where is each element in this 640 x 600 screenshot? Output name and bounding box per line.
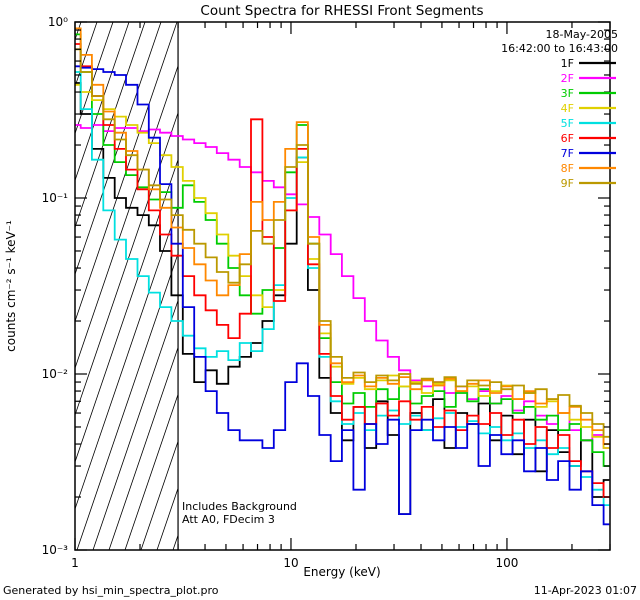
obs-date: 18-May-2005 [546,28,618,41]
legend-label-4F: 4F [561,102,574,115]
legend-label-1F: 1F [561,57,574,70]
spectra-series [75,27,610,526]
x-axis-label: Energy (keV) [303,565,380,579]
series-6F-line [75,43,610,498]
legend-label-9F: 9F [561,177,574,190]
legend-label-6F: 6F [561,132,574,145]
y-tick-label: 10⁻³ [42,543,69,557]
footer-timestamp: 11-Apr-2023 01:07 [534,584,637,597]
obs-time-range: 16:42:00 to 16:43:00 [501,42,618,55]
annotation-att-fdecim: Att A0, FDecim 3 [182,513,275,526]
plot-frame [74,21,611,551]
y-tick-label: 10⁻¹ [42,191,69,205]
y-tick-label: 10⁻² [42,367,69,381]
series-7F-line [75,65,610,526]
attenuated-region-hatch [75,22,179,550]
x-tick-label: 10 [283,556,298,570]
legend-label-5F: 5F [561,117,574,130]
x-tick-label: 1 [71,556,79,570]
legend-label-3F: 3F [561,87,574,100]
series-8F-line [75,27,610,445]
y-axis-label: counts cm⁻² s⁻¹ keV⁻¹ [4,220,18,352]
legend: 1F 2F 3F 4F 5F 6F 7F 8F 9F [561,57,616,190]
footer-generated-by: Generated by hsi_min_spectra_plot.pro [3,584,219,597]
annotation-includes-background: Includes Background [182,500,297,513]
x-tick-label: 100 [495,556,518,570]
series-9F-line [75,48,610,438]
legend-label-8F: 8F [561,162,574,175]
legend-label-7F: 7F [561,147,574,160]
y-tick-label: 10⁰ [48,15,68,29]
chart-title: Count Spectra for RHESSI Front Segments [200,3,483,19]
legend-label-2F: 2F [561,72,574,85]
axis-ticks: 1 10 100 10⁻³ 10⁻² 10⁻¹ 10⁰ [42,15,611,570]
